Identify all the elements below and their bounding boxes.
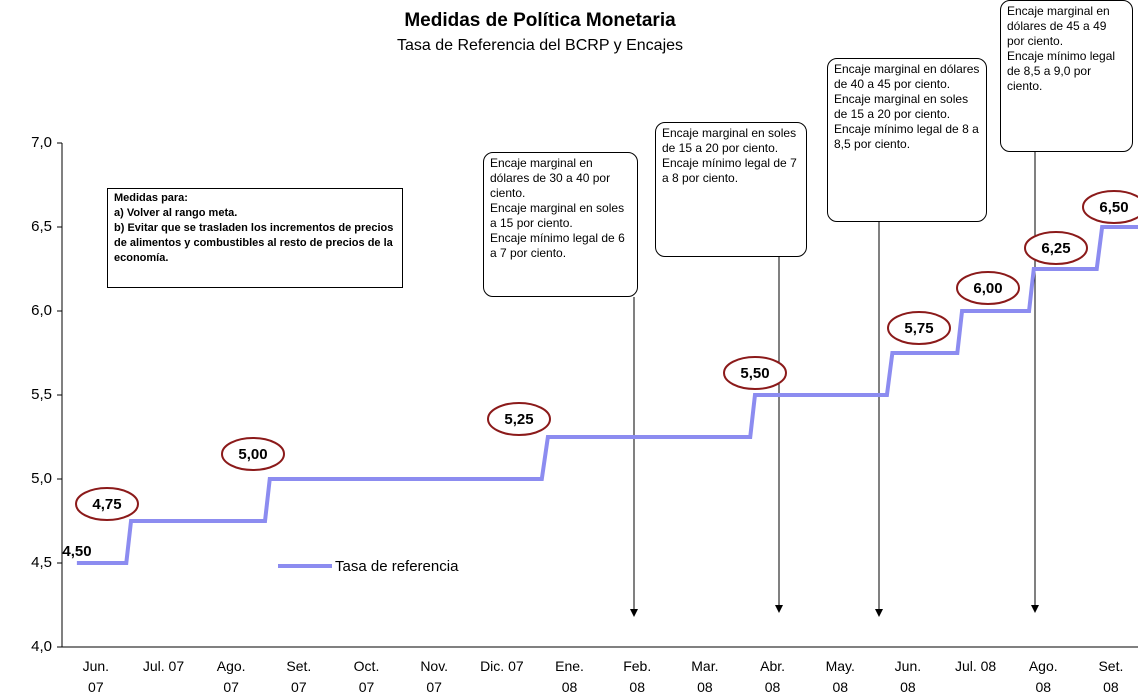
arrow-head [1031,605,1039,613]
step-label: 4,75 [92,496,121,513]
chart-title: Medidas de Política Monetaria [404,10,676,31]
x-tick-label: Set. 07 [286,658,312,695]
legend-label: Tasa de referencia [335,558,459,575]
step-label: 5,75 [904,320,933,337]
step-label: 6,00 [973,280,1002,297]
annotation-line: Encaje marginal en soles de 15 a 20 por … [662,126,797,155]
chart-subtitle: Tasa de Referencia del BCRP y Encajes [397,37,683,54]
x-tick-label: Set. 08 [1098,658,1124,695]
y-tick-label: 7,0 [31,134,52,151]
x-tick-label: Ago. 08 [1028,658,1058,695]
step-label: 5,00 [238,446,267,463]
annotation-box: Encaje marginal en dólares de 45 a 49 po… [1000,0,1133,152]
x-tick-label: Dic. 07 [480,658,524,674]
y-tick-label: 6,0 [31,302,52,319]
annotation-line: Encaje marginal en soles a 15 por ciento… [490,201,625,230]
label-ellipse [487,402,551,436]
annotation-line: Encaje mínimo legal de 6 a 7 por ciento. [490,231,625,260]
label-ellipse [221,437,285,471]
annotation-box: Encaje marginal en dólares de 40 a 45 po… [827,58,987,222]
y-tick-label: 4,0 [31,638,52,655]
annotation-box: Encaje marginal en dólares de 30 a 40 po… [483,152,638,297]
line-series [76,225,1138,565]
x-tick-label: Ene. 08 [555,658,584,695]
annotation-line: Encaje mínimo legal de 8 a 8,5 por cient… [834,122,979,151]
annotation-line: Encaje marginal en dólares de 45 a 49 po… [1007,4,1110,48]
x-tick-label: Oct. 07 [353,658,380,695]
arrow-head [775,605,783,613]
annotation-line: Encaje mínimo legal de 8,5 a 9,0 por cie… [1007,49,1116,93]
x-tick-label: Nov. 07 [420,658,449,695]
x-tick-label: Jun. 07 [82,658,110,695]
note-box: Medidas para: a) Volver al rango meta. b) … [107,188,403,288]
label-ellipse [75,487,139,521]
note-line: a) Volver al rango meta. [114,207,238,219]
label-ellipse [723,356,787,390]
step-label: 5,50 [740,365,769,382]
y-tick-label: 5,5 [31,386,52,403]
note-line: b) Evitar que se trasladen los increment… [114,222,394,264]
annotation-line: Encaje marginal en dólares de 30 a 40 po… [490,156,611,200]
x-tick-label: Jun. 08 [894,658,922,695]
label-ellipse [1024,231,1088,265]
arrow-head [875,609,883,617]
note-line: Medidas para: [114,192,188,204]
step-label: 6,25 [1041,240,1070,257]
step-label: 4,50 [62,543,91,560]
annotation-box: Encaje marginal en soles de 15 a 20 por … [655,122,807,257]
label-ellipse [956,271,1020,305]
x-tick-label: Abr. 08 [760,658,786,695]
x-tick-label: Mar. 08 [691,658,719,695]
x-tick-label: Feb. 08 [623,658,652,695]
x-tick-label: Jul. 07 [142,658,185,674]
y-tick-label: 6,5 [31,218,52,235]
x-tick-label: Ago. 07 [216,658,246,695]
x-tick-label: May. 08 [825,658,855,695]
label-ellipse [1082,190,1138,224]
x-tick-label: Jul. 08 [954,658,997,674]
y-tick-label: 4,5 [31,554,52,571]
arrow-head [630,609,638,617]
step-label: 6,50 [1099,199,1128,216]
annotation-line: Encaje mínimo legal de 7 a 8 por ciento. [662,156,797,185]
label-ellipse [887,311,951,345]
step-label: 5,25 [504,411,533,428]
y-tick-label: 5,0 [31,470,52,487]
annotation-line: Encaje marginal en soles de 15 a 20 por … [834,92,969,121]
annotation-line: Encaje marginal en dólares de 40 a 45 po… [834,62,980,91]
